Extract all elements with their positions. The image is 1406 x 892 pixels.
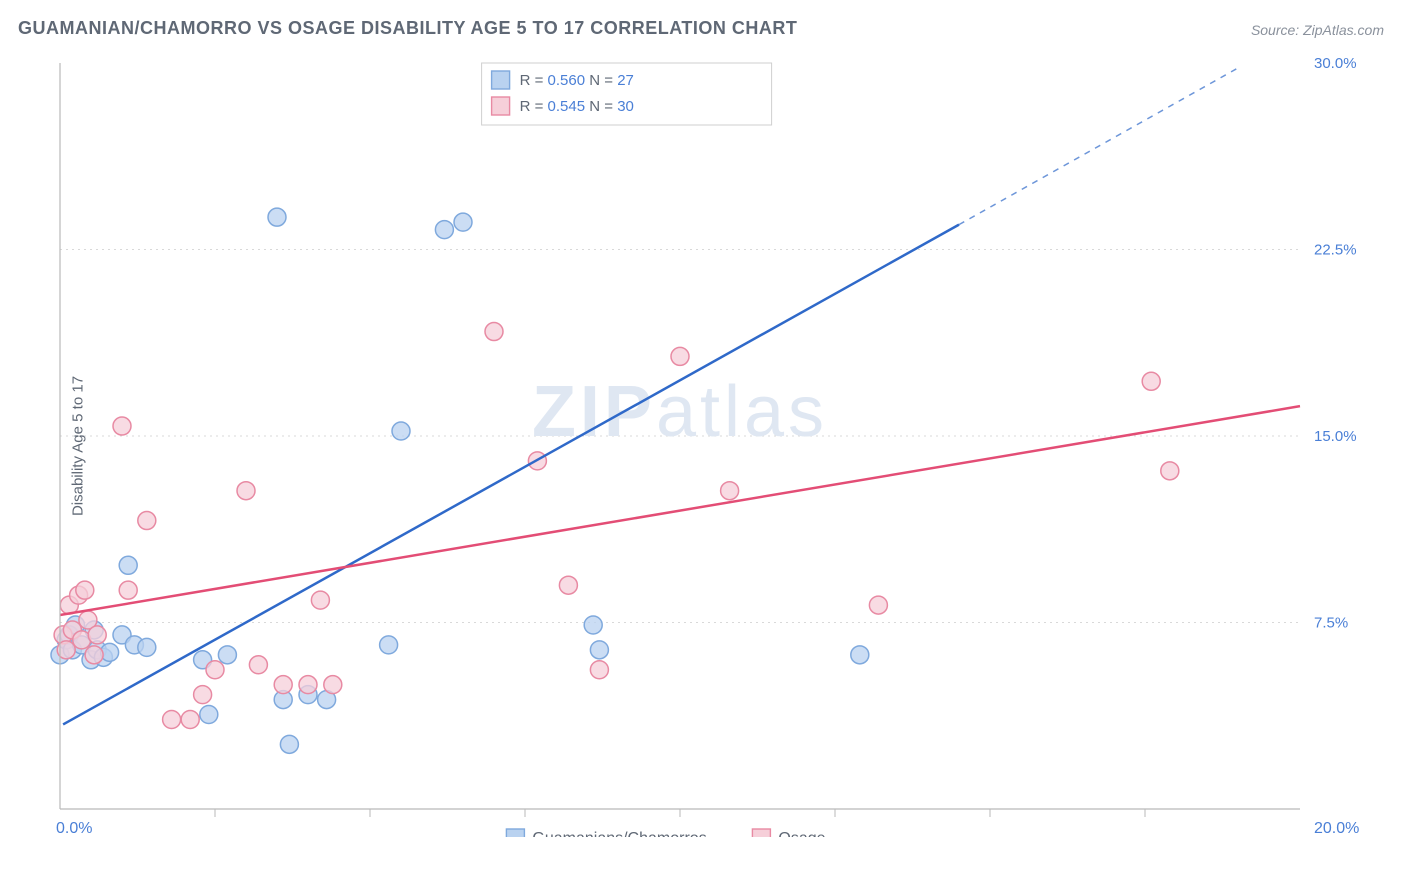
data-point (181, 710, 199, 728)
data-point (76, 581, 94, 599)
legend-swatch (506, 829, 524, 837)
data-point (194, 686, 212, 704)
scatter-svg: ZIPatlas 30.0% 22.5% 15.0% 7.5% 0.0% 20.0% R = … (50, 55, 1386, 837)
data-point (454, 213, 472, 231)
y-tick-label: 22.5% (1314, 242, 1357, 259)
x-min-label: 0.0% (56, 820, 92, 837)
data-point (590, 661, 608, 679)
plot-area: ZIPatlas 30.0% 22.5% 15.0% 7.5% 0.0% 20.0% R = … (50, 55, 1386, 837)
data-point (274, 676, 292, 694)
data-point (299, 676, 317, 694)
data-point (721, 482, 739, 500)
watermark: ZIPatlas (532, 372, 828, 452)
regression-line (63, 225, 959, 725)
data-point (392, 422, 410, 440)
source-label: Source: ZipAtlas.com (1251, 22, 1384, 38)
data-point (138, 638, 156, 656)
data-point (851, 646, 869, 664)
chart-title: GUAMANIAN/CHAMORRO VS OSAGE DISABILITY A… (18, 18, 797, 39)
regression-line-extrapolated (959, 68, 1238, 225)
data-point (163, 710, 181, 728)
data-point (380, 636, 398, 654)
data-point (249, 656, 267, 674)
series-legend: Guamanians/Chamorros Osage (506, 829, 825, 837)
data-point (311, 591, 329, 609)
data-point (268, 208, 286, 226)
data-point (1142, 372, 1160, 390)
data-point (584, 616, 602, 634)
legend-label: Osage (778, 830, 825, 837)
data-point (559, 576, 577, 594)
data-point (206, 661, 224, 679)
y-tick-label: 15.0% (1314, 428, 1357, 445)
data-point (88, 626, 106, 644)
data-point (237, 482, 255, 500)
legend-stat: R = 0.560 N = 27 (520, 72, 634, 89)
data-point (138, 512, 156, 530)
legend-swatch (492, 71, 510, 89)
legend-swatch (752, 829, 770, 837)
data-point (200, 706, 218, 724)
data-point (119, 581, 137, 599)
legend-stat: R = 0.545 N = 30 (520, 98, 634, 115)
legend-label: Guamanians/Chamorros (532, 830, 706, 837)
legend-swatch (492, 97, 510, 115)
data-point (280, 735, 298, 753)
data-point (1161, 462, 1179, 480)
data-point (85, 646, 103, 664)
data-point (113, 417, 131, 435)
data-point (671, 347, 689, 365)
data-point (218, 646, 236, 664)
x-max-label: 20.0% (1314, 820, 1359, 837)
data-point (869, 596, 887, 614)
y-tick-label: 30.0% (1314, 55, 1357, 72)
data-point (590, 641, 608, 659)
data-point (119, 556, 137, 574)
data-point (435, 221, 453, 239)
data-point (324, 676, 342, 694)
data-point (485, 323, 503, 341)
y-tick-label: 7.5% (1314, 615, 1348, 632)
